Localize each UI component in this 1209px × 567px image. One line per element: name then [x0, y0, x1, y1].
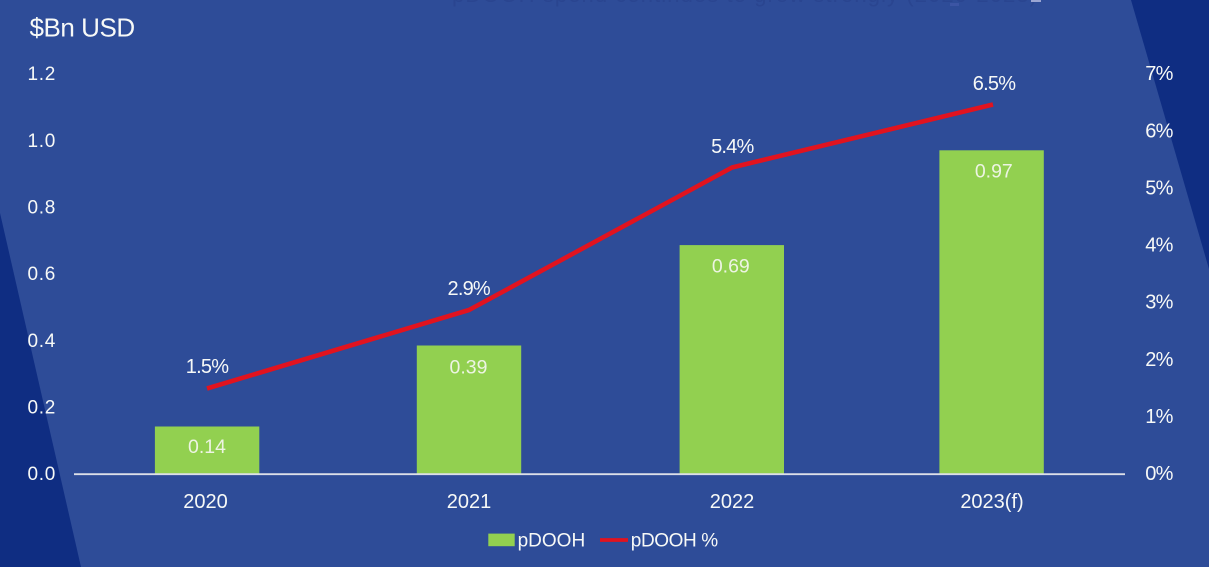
- svg-text:0.97: 0.97: [975, 161, 1013, 183]
- svg-text:1.5%: 1.5%: [186, 356, 229, 378]
- svg-text:0.39: 0.39: [450, 357, 488, 379]
- svg-text:1%: 1%: [1145, 406, 1173, 428]
- svg-text:pDOOH %: pDOOH %: [631, 530, 718, 551]
- svg-text:pDOOH: pDOOH: [518, 530, 586, 551]
- svg-text:0%: 0%: [1145, 463, 1173, 485]
- svg-text:0.6: 0.6: [27, 264, 56, 285]
- svg-text:1.0: 1.0: [27, 131, 56, 152]
- svg-text:1.2: 1.2: [27, 64, 56, 85]
- svg-text:0.2: 0.2: [27, 397, 56, 418]
- svg-text:2%: 2%: [1145, 349, 1173, 371]
- svg-text:pDOOH spend continues to grow: pDOOH spend continues to grow strongly (…: [452, 0, 1037, 7]
- svg-text:7%: 7%: [1145, 63, 1173, 85]
- svg-text:0.14: 0.14: [188, 436, 226, 458]
- svg-text:5.4%: 5.4%: [711, 136, 754, 158]
- svg-text:0.4: 0.4: [27, 331, 56, 352]
- svg-text:4%: 4%: [1145, 235, 1173, 257]
- svg-text:2021: 2021: [447, 491, 492, 513]
- svg-text:2020: 2020: [183, 491, 228, 513]
- svg-text:0.0: 0.0: [27, 464, 56, 485]
- svg-text:0.69: 0.69: [712, 255, 750, 277]
- svg-text:3%: 3%: [1145, 292, 1173, 314]
- svg-text:5%: 5%: [1145, 177, 1173, 199]
- svg-text:$Bn USD: $Bn USD: [30, 13, 135, 43]
- svg-text:2.9%: 2.9%: [448, 278, 491, 300]
- svg-text:6%: 6%: [1145, 120, 1173, 142]
- svg-text:2023(f): 2023(f): [960, 491, 1023, 513]
- svg-text:2022: 2022: [710, 491, 755, 513]
- svg-text:6.5%: 6.5%: [973, 73, 1016, 95]
- svg-text:0.8: 0.8: [27, 197, 56, 218]
